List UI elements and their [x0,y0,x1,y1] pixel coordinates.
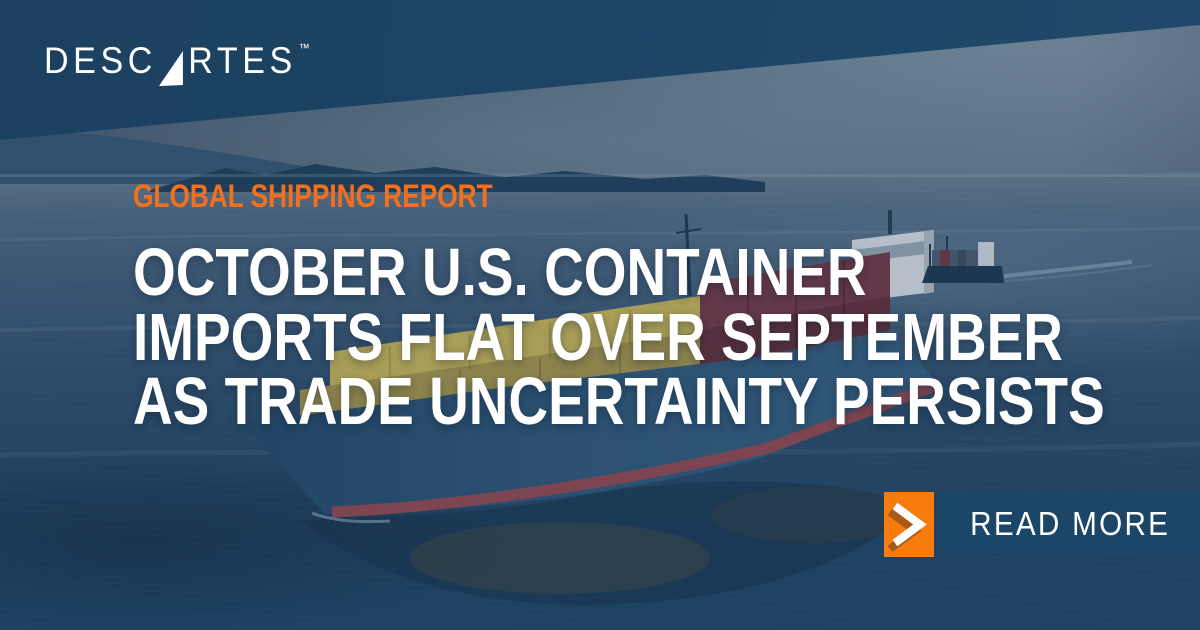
second-ship [922,236,1153,283]
sail-triangle-icon [158,51,183,86]
headline-line-2: IMPORTS FLAT OVER SEPTEMBER [133,299,1063,375]
read-more-button[interactable]: READ MORE [940,494,1200,553]
headline-line-3: AS TRADE UNCERTAINTY PERSISTS [133,364,1105,439]
chevron-right-icon [887,502,927,553]
ship-hull [240,340,938,514]
read-more-chevron-button[interactable] [884,492,934,557]
headline-line-1: OCTOBER U.S. CONTAINER [133,235,867,310]
read-more-label: READ MORE [969,504,1171,542]
trademark-symbol: ™ [298,41,310,55]
maroon-containers [700,252,890,368]
main-container-ship [240,210,938,605]
headline: OCTOBER U.S. CONTAINER IMPORTS FLAT OVER… [133,235,1105,439]
mountains [0,133,1200,192]
logo-text-left: DESC [44,40,157,81]
report-eyebrow: GLOBAL SHIPPING REPORT [133,178,493,214]
logo-text-right: RTES [188,40,297,81]
ship-reflection [300,481,915,605]
ship-wake [1003,260,1133,278]
descartes-logo: DESC RTES ™ [44,40,310,86]
waterline-stripe [331,380,937,518]
